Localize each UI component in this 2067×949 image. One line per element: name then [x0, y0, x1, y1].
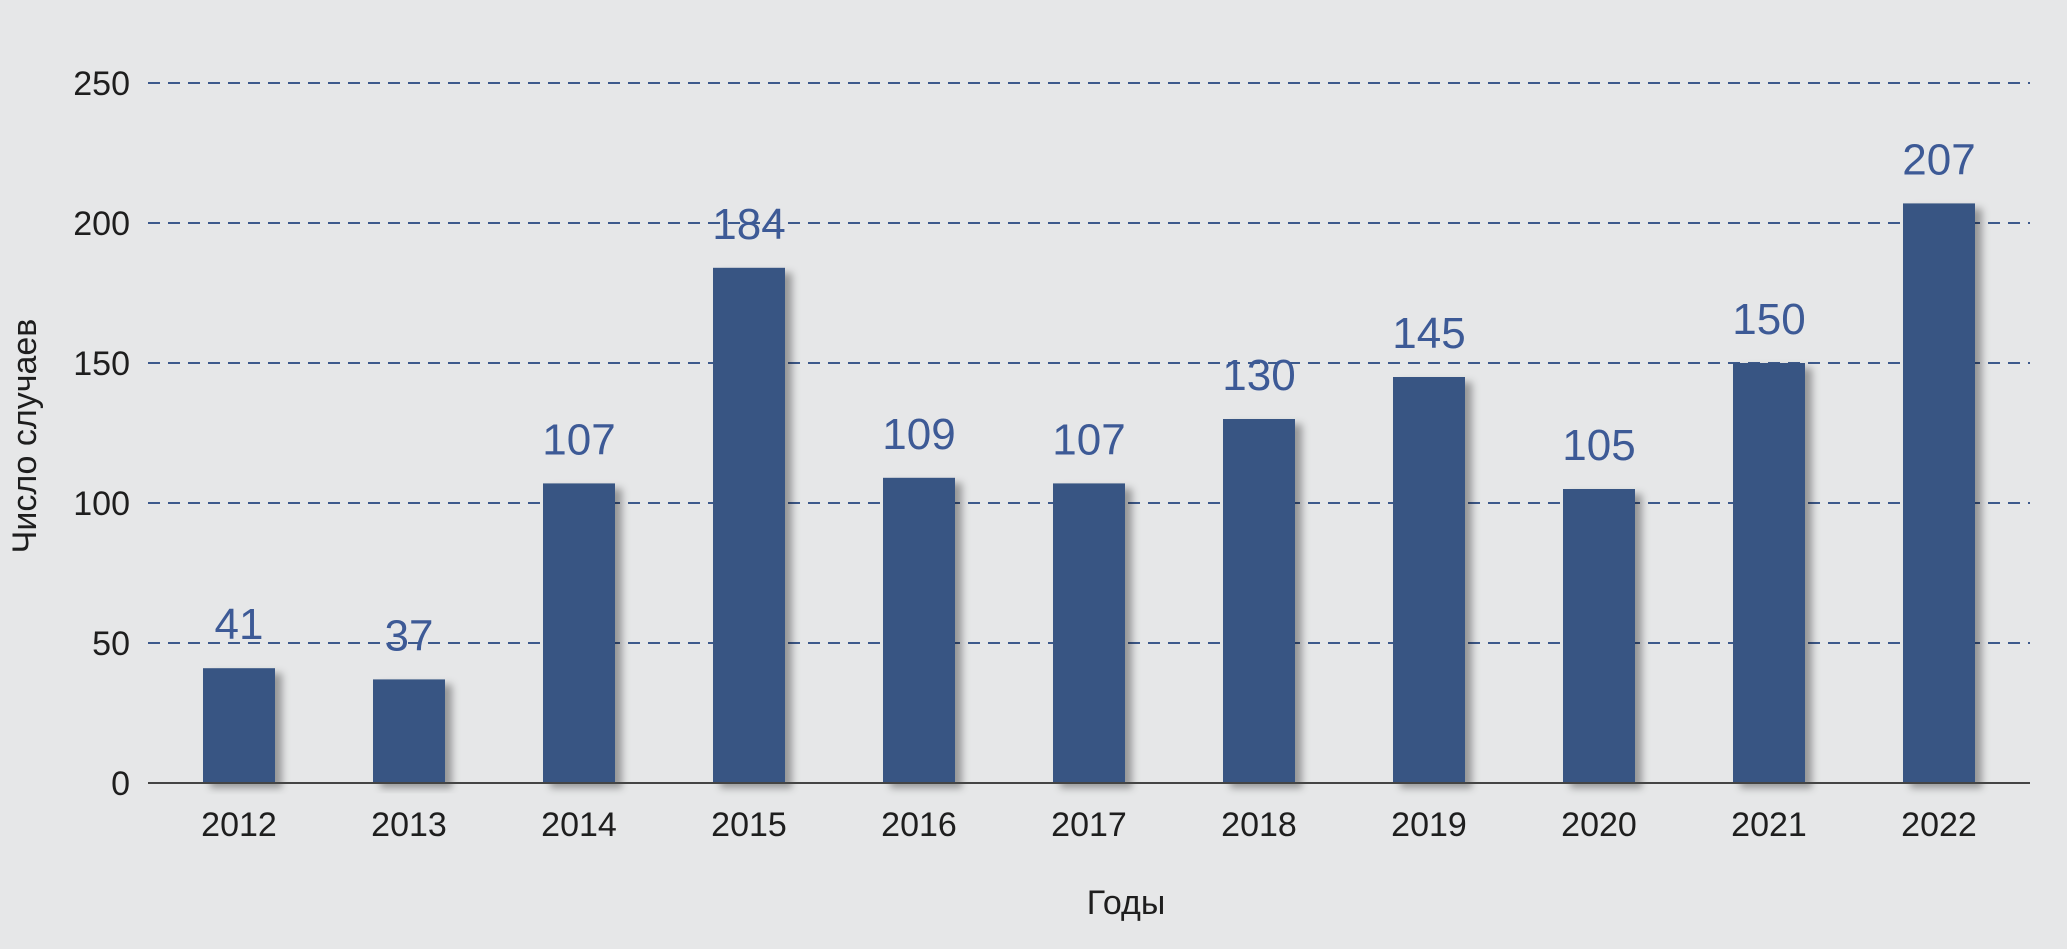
bar-2019 [1393, 377, 1465, 783]
y-tick-label: 100 [73, 485, 130, 523]
data-label-2012: 41 [215, 600, 264, 649]
bar-2012 [203, 668, 275, 783]
bar-2017 [1053, 483, 1125, 783]
data-label-2018: 130 [1222, 351, 1295, 400]
x-tick-label-2022: 2022 [1901, 806, 1977, 844]
bar-2021 [1733, 363, 1805, 783]
y-tick-label: 250 [73, 65, 130, 103]
data-labels: 41 37 107 184 109 107 130 145 105 150 207 [215, 135, 1976, 660]
x-tick-label-2015: 2015 [711, 806, 787, 844]
data-label-2016: 109 [882, 410, 955, 459]
x-tick-label-2017: 2017 [1051, 806, 1127, 844]
bar-2020 [1563, 489, 1635, 783]
bars [203, 203, 1975, 783]
y-tick-label: 50 [92, 625, 130, 663]
y-tick-label: 200 [73, 205, 130, 243]
x-tick-label-2018: 2018 [1221, 806, 1297, 844]
y-tick-label: 150 [73, 345, 130, 383]
data-label-2019: 145 [1392, 309, 1465, 358]
bar-2016 [883, 477, 955, 783]
data-label-2021: 150 [1732, 295, 1805, 344]
data-label-2014: 107 [542, 415, 615, 464]
x-tick-label-2013: 2013 [371, 806, 447, 844]
y-axis-ticks: 0 50 100 150 200 250 [73, 65, 130, 803]
bar-2014 [543, 483, 615, 783]
data-label-2015: 184 [712, 200, 785, 249]
x-tick-label-2016: 2016 [881, 806, 957, 844]
bar-2022 [1903, 203, 1975, 783]
data-label-2022: 207 [1902, 135, 1975, 184]
x-tick-label-2014: 2014 [541, 806, 617, 844]
x-tick-label-2012: 2012 [201, 806, 277, 844]
bar-2018 [1223, 419, 1295, 783]
x-axis-ticks: 2012 2013 2014 2015 2016 2017 2018 2019 2020 2021… [201, 806, 1977, 844]
y-tick-label: 0 [111, 765, 130, 803]
bar-2013 [373, 679, 445, 783]
y-axis-title: Число случаев [6, 319, 44, 554]
data-label-2020: 105 [1562, 421, 1635, 470]
x-axis-title: Годы [1087, 884, 1166, 922]
bar-2015 [713, 267, 785, 783]
x-tick-label-2021: 2021 [1731, 806, 1807, 844]
x-tick-label-2019: 2019 [1391, 806, 1467, 844]
data-label-2017: 107 [1052, 415, 1125, 464]
data-label-2013: 37 [385, 611, 434, 660]
x-tick-label-2020: 2020 [1561, 806, 1637, 844]
